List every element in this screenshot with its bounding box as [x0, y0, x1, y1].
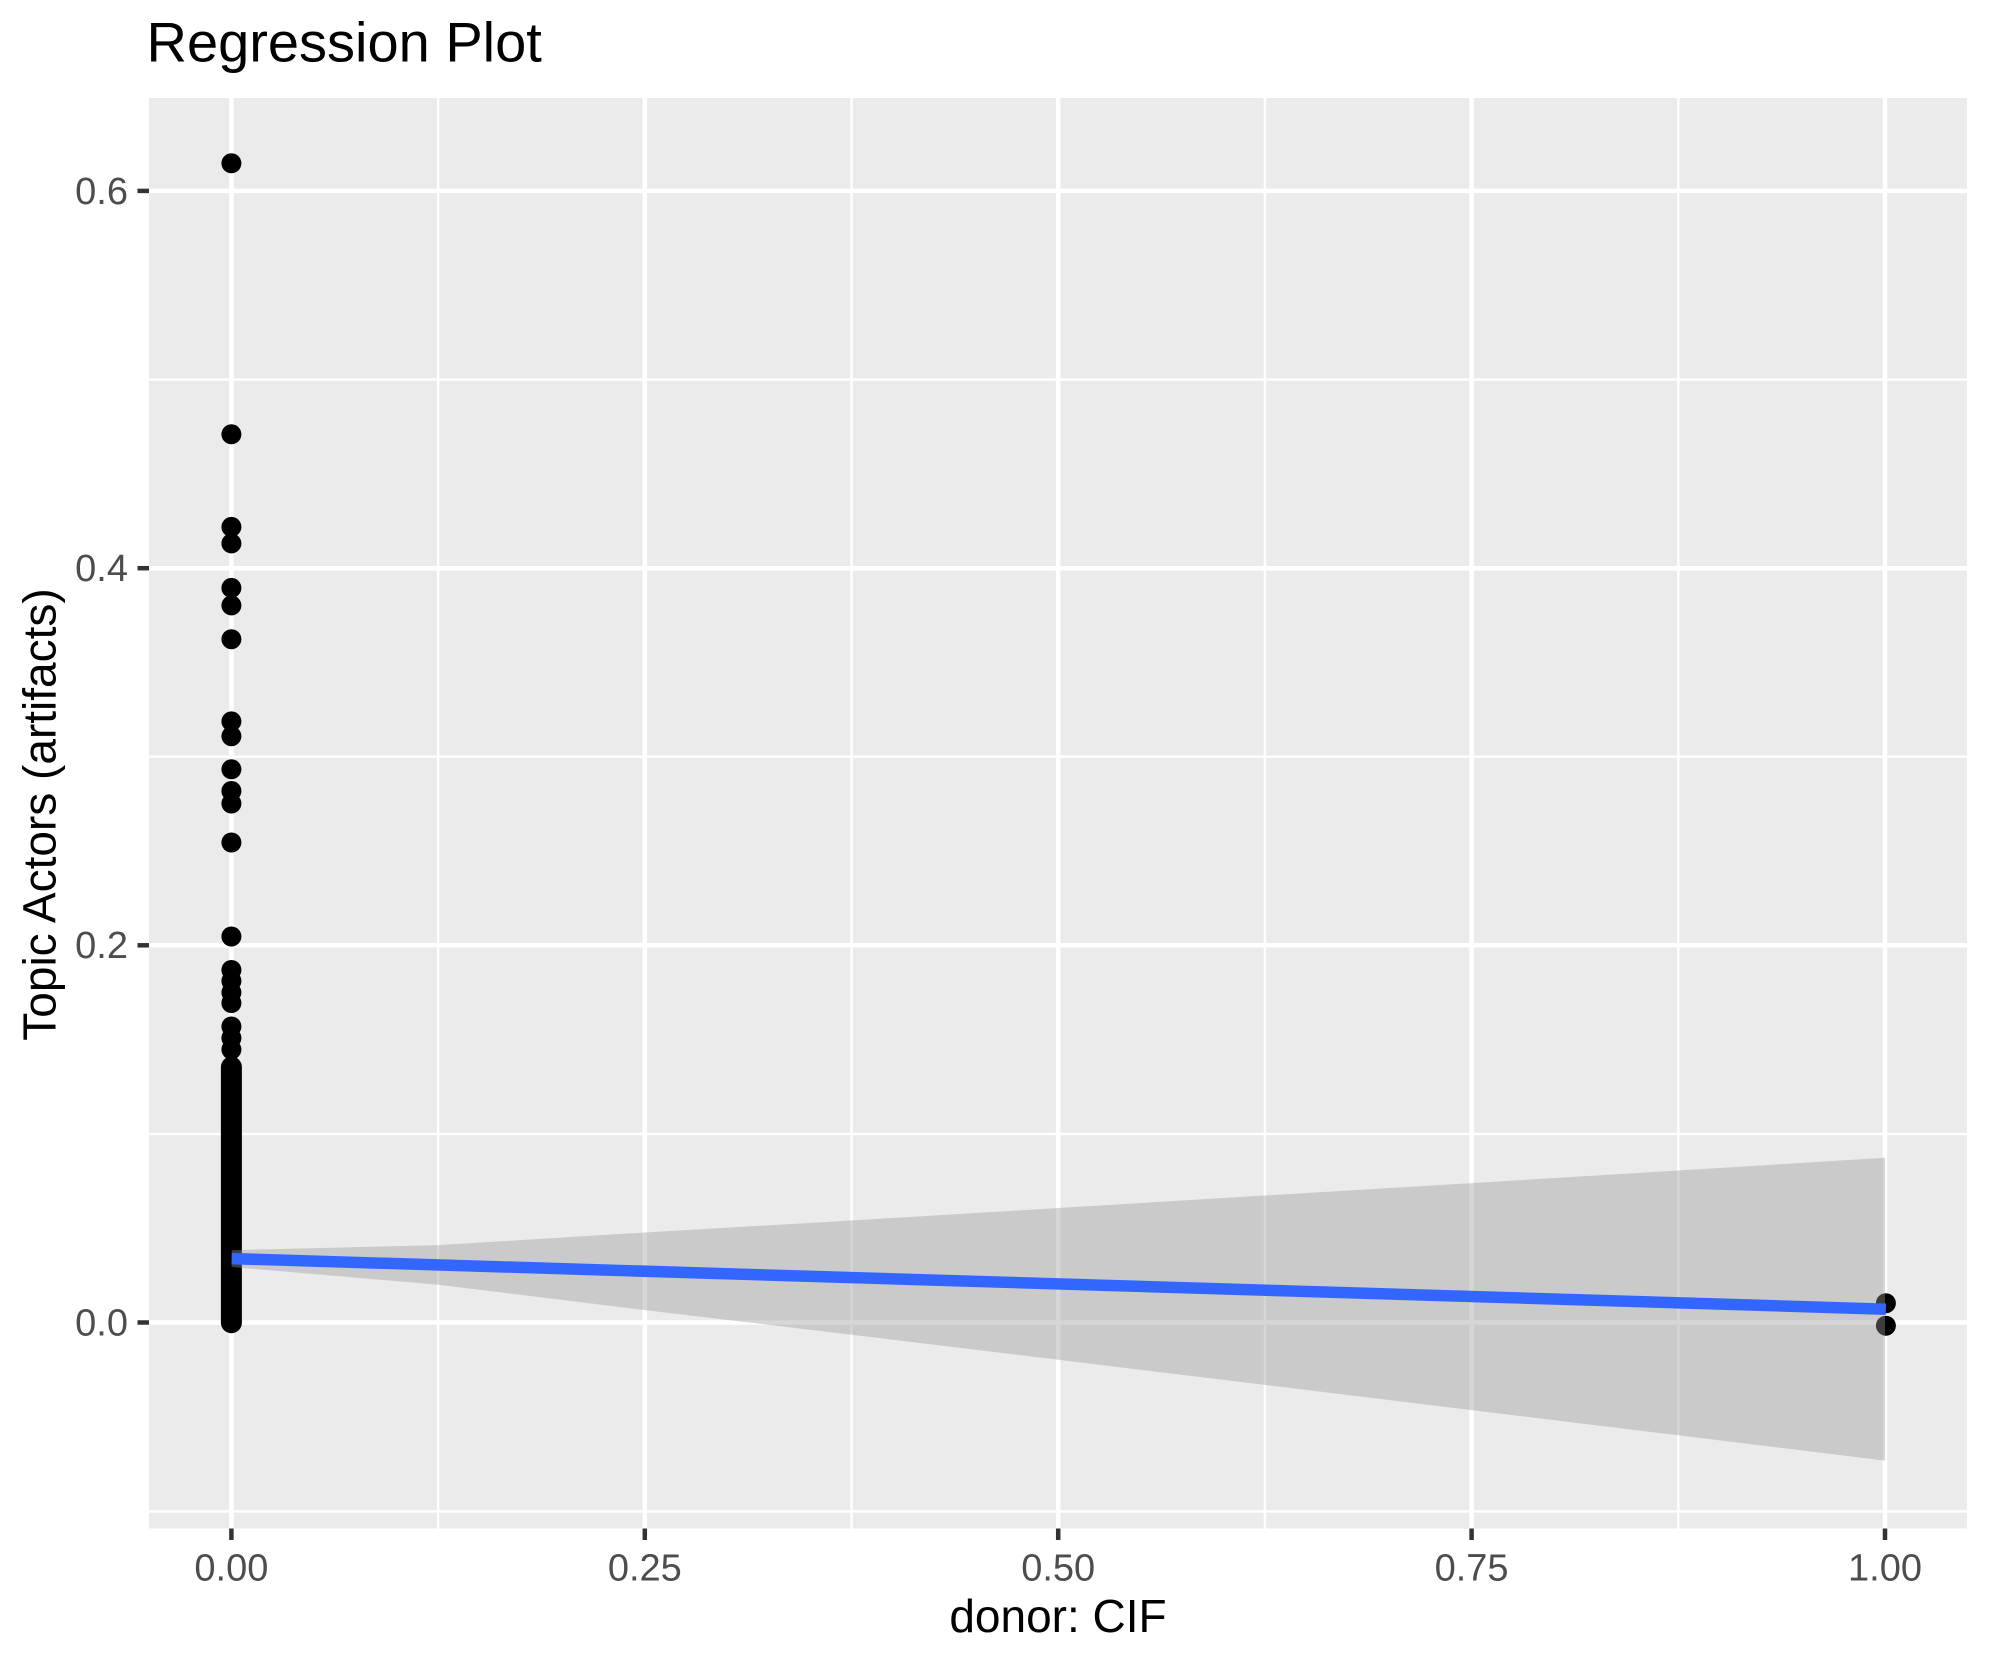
- svg-text:0.25: 0.25: [608, 1548, 682, 1590]
- svg-text:donor: CIF: donor: CIF: [949, 1590, 1166, 1642]
- svg-text:0.2: 0.2: [75, 925, 128, 967]
- svg-text:0.50: 0.50: [1021, 1548, 1095, 1590]
- svg-text:0.00: 0.00: [194, 1548, 268, 1590]
- svg-text:Topic Actors (artifacts): Topic Actors (artifacts): [14, 588, 66, 1040]
- svg-text:0.75: 0.75: [1435, 1548, 1509, 1590]
- svg-text:1.00: 1.00: [1848, 1548, 1922, 1590]
- svg-text:0.0: 0.0: [75, 1302, 128, 1344]
- svg-text:Regression Plot: Regression Plot: [147, 11, 543, 74]
- svg-text:0.6: 0.6: [75, 171, 128, 213]
- svg-text:0.4: 0.4: [75, 548, 128, 590]
